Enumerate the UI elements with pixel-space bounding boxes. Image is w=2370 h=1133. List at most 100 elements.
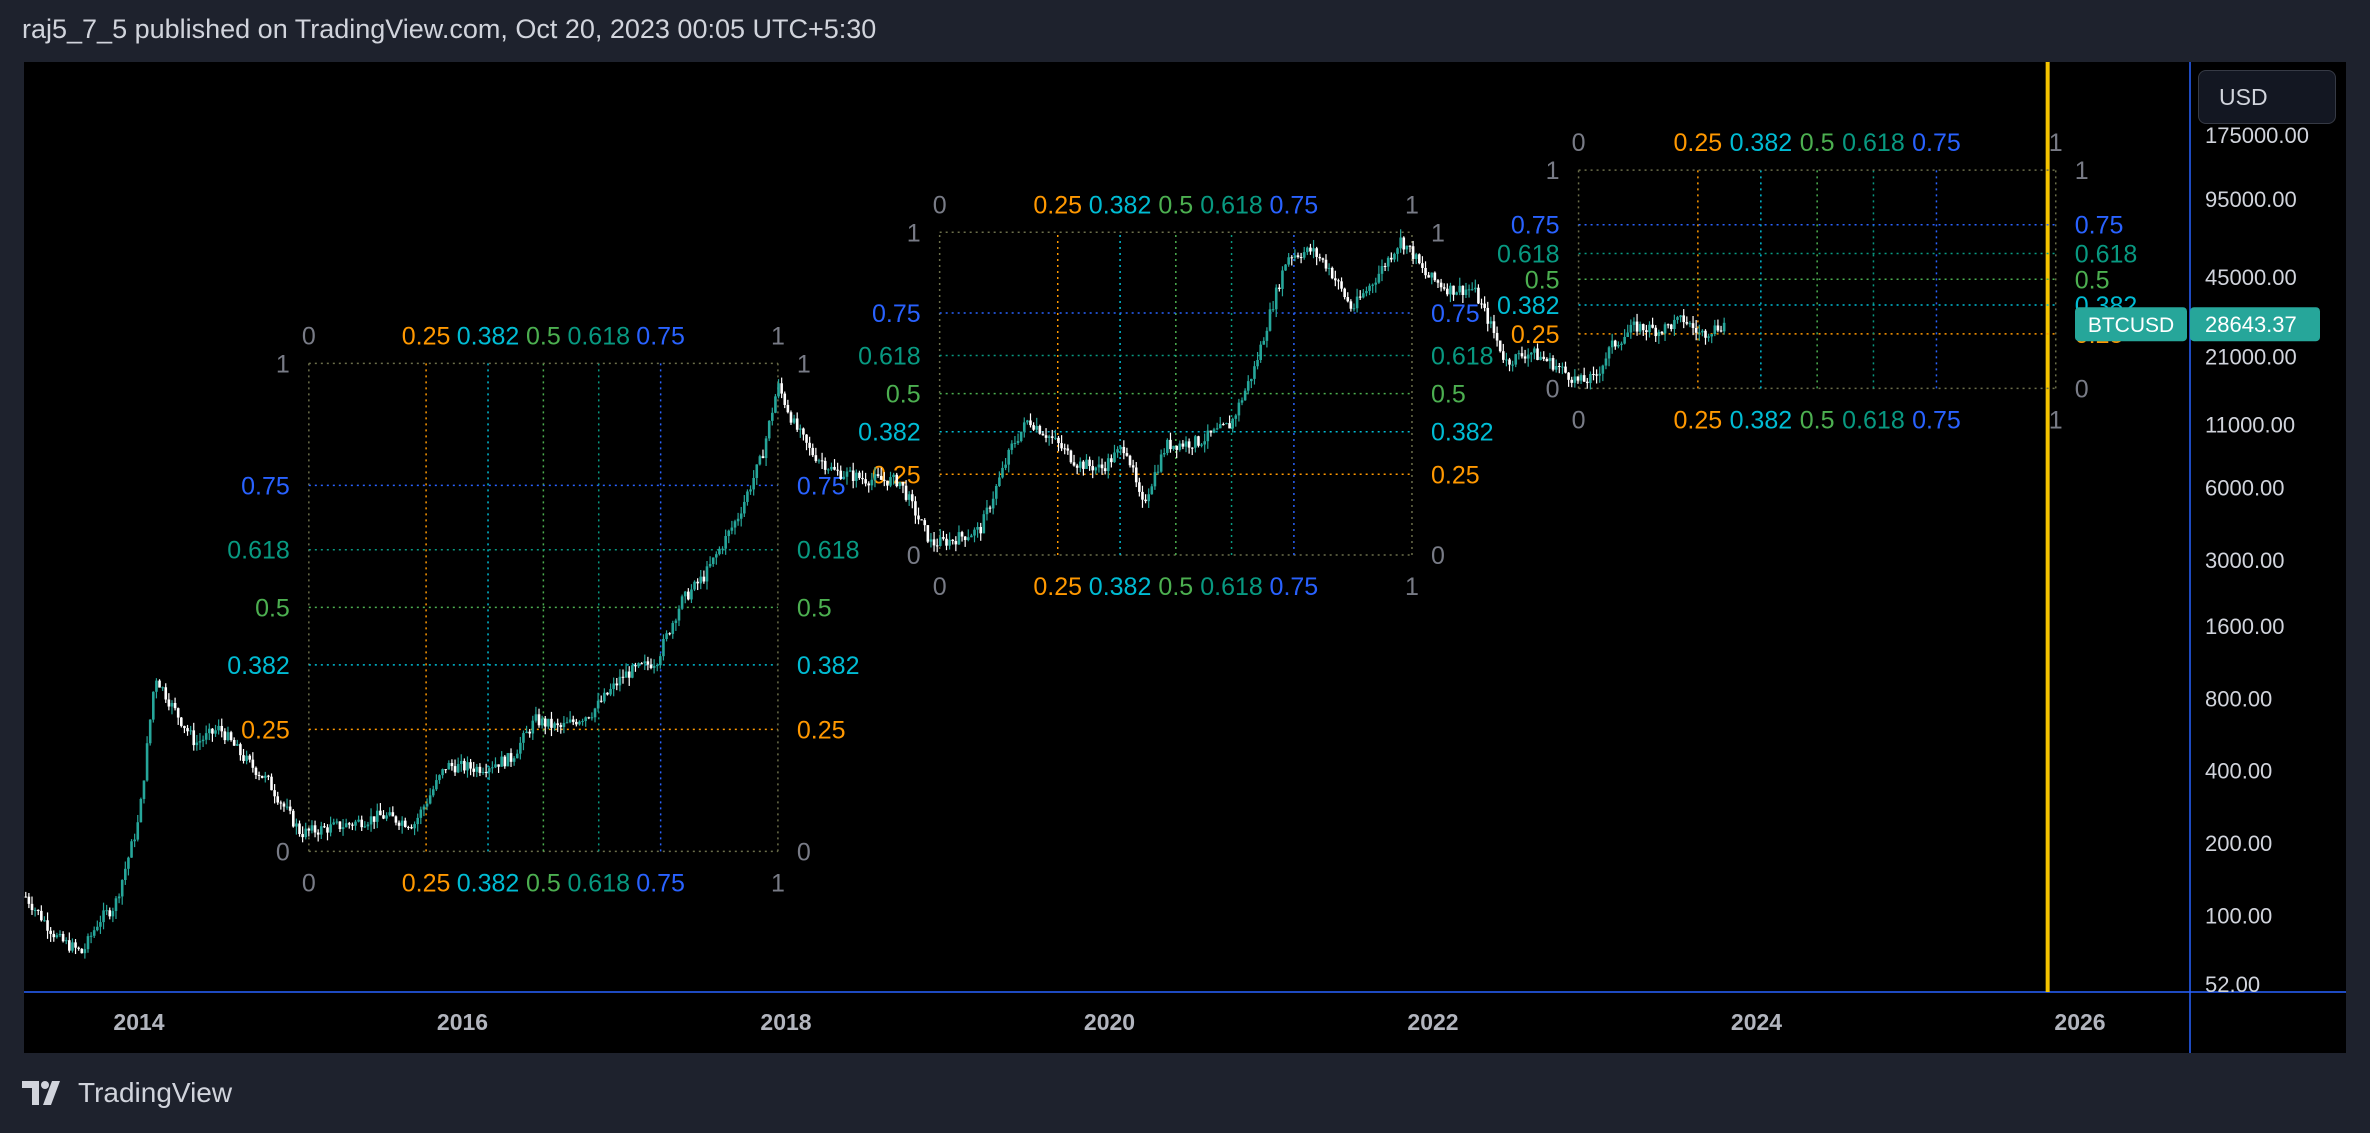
candle-body <box>1442 287 1446 289</box>
fib-right-label: 0.75 <box>1431 300 1480 328</box>
candle-body <box>1184 441 1188 447</box>
fib-bottom-label: 0.382 <box>457 869 520 897</box>
candle-body <box>111 911 115 917</box>
candle-body <box>951 539 955 542</box>
candle-body <box>1302 252 1306 258</box>
candle-body <box>1094 467 1098 471</box>
candle-body <box>556 723 559 726</box>
candle-body <box>1352 308 1356 310</box>
candle-body <box>86 936 90 950</box>
candle-body <box>354 821 357 826</box>
candle-body <box>497 764 500 767</box>
candle-body <box>540 718 544 726</box>
candle-body <box>145 743 149 781</box>
candle-body <box>1461 285 1465 295</box>
candle-body <box>795 418 799 430</box>
y-tick-label: 400.00 <box>2205 759 2272 784</box>
candle-body <box>459 760 463 765</box>
candle-body <box>323 826 326 828</box>
tradingview-logo-icon[interactable] <box>22 1081 66 1105</box>
candle-body <box>792 418 796 423</box>
candle-body <box>715 554 718 558</box>
candle-body <box>739 513 743 519</box>
candle-body <box>1713 325 1717 335</box>
fib-right-label: 0.25 <box>797 716 846 744</box>
candle-body <box>1315 248 1318 257</box>
fib-right-label: 0.25 <box>1431 461 1480 489</box>
candle-body <box>1234 415 1238 419</box>
candle-body <box>239 744 242 756</box>
candle-body <box>612 683 615 689</box>
currency-button[interactable]: USD <box>2198 70 2336 124</box>
candle-body <box>976 526 979 530</box>
candle-body <box>982 514 986 534</box>
fib-right-label: 0.618 <box>797 537 860 565</box>
candle-body <box>1526 354 1530 359</box>
candle-body <box>1589 373 1592 384</box>
fib-left-label: 0.382 <box>858 419 921 447</box>
candle-body <box>963 536 967 541</box>
candle-body <box>1505 359 1508 361</box>
candle-body <box>665 633 668 639</box>
fib-bottom-label: 1 <box>2049 406 2063 434</box>
candle-body <box>1374 282 1378 285</box>
candle-body <box>780 383 783 394</box>
currency-label: USD <box>2219 83 2268 110</box>
candle-body <box>1181 443 1185 447</box>
candle-body <box>680 596 684 609</box>
candle-body <box>1393 253 1396 260</box>
candle-body <box>195 742 199 746</box>
candle-body <box>1337 280 1340 282</box>
candle-body <box>637 663 640 667</box>
candle-body <box>926 525 930 542</box>
candle-body <box>643 661 647 664</box>
candle-body <box>332 822 336 825</box>
candle-body <box>24 896 28 898</box>
candle-body <box>276 796 280 803</box>
candle-body <box>640 663 643 665</box>
candle-body <box>892 474 895 478</box>
fib-top-label: 0.382 <box>1089 191 1152 219</box>
candle-body <box>220 725 224 732</box>
candle-body <box>139 798 143 823</box>
candle-body <box>1492 321 1496 333</box>
fib-left-label: 0.75 <box>872 300 921 328</box>
candle-body <box>310 825 314 831</box>
candle-body <box>1035 425 1039 430</box>
candle-body <box>1110 458 1113 463</box>
y-tick-label: 100.00 <box>2205 904 2272 929</box>
candle-body <box>1022 422 1026 432</box>
candle-body <box>867 483 871 486</box>
tradingview-brand[interactable]: TradingView <box>78 1077 233 1108</box>
candle-body <box>879 475 883 480</box>
candle-body <box>904 485 908 500</box>
candle-body <box>1396 248 1399 254</box>
candle-body <box>1222 424 1225 426</box>
candle-body <box>848 470 852 472</box>
candle-body <box>618 676 622 686</box>
x-tick-label: 2016 <box>437 1009 488 1035</box>
candle-body <box>1274 287 1278 310</box>
candle-body <box>509 753 513 762</box>
candle-body <box>89 935 93 937</box>
candle-body <box>1150 486 1154 495</box>
candle-body <box>1175 445 1178 450</box>
candle-body <box>1520 353 1524 357</box>
candle-body <box>1243 390 1247 401</box>
candle-body <box>235 744 239 746</box>
candle-body <box>1250 378 1253 382</box>
candle-body <box>428 795 432 804</box>
candle-body <box>998 477 1001 486</box>
candle-body <box>1122 446 1126 454</box>
candle-body <box>351 824 354 826</box>
candle-body <box>475 766 479 772</box>
candle-body <box>1399 237 1402 249</box>
candle-body <box>1436 280 1440 283</box>
candle-body <box>105 910 108 912</box>
candle-body <box>1561 366 1564 368</box>
candle-body <box>1050 436 1054 438</box>
candle-body <box>1576 376 1580 381</box>
candle-body <box>1704 330 1707 338</box>
